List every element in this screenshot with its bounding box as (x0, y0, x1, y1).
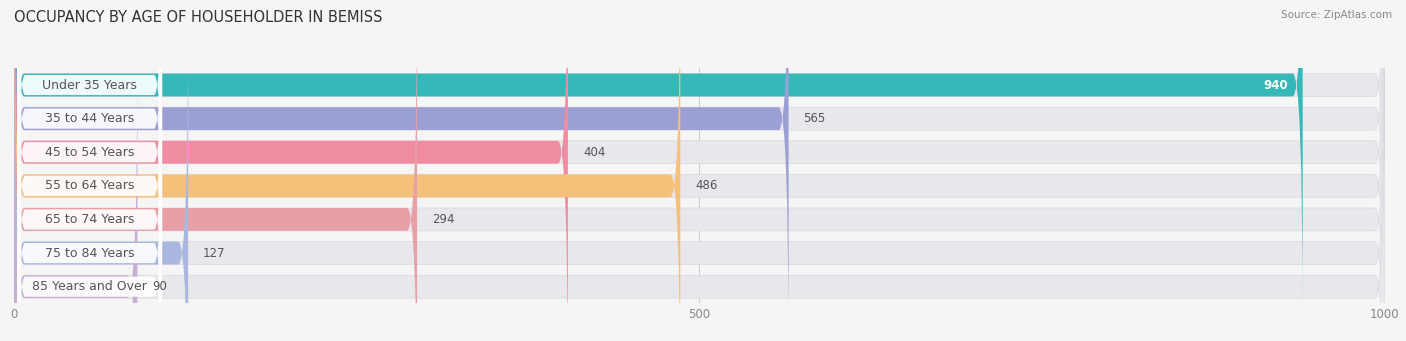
Text: 90: 90 (152, 280, 167, 293)
Text: 35 to 44 Years: 35 to 44 Years (45, 112, 134, 125)
FancyBboxPatch shape (14, 19, 188, 341)
FancyBboxPatch shape (14, 0, 1385, 341)
Text: 404: 404 (583, 146, 605, 159)
Text: 65 to 74 Years: 65 to 74 Years (45, 213, 134, 226)
Text: 940: 940 (1263, 78, 1288, 91)
FancyBboxPatch shape (14, 0, 1385, 341)
FancyBboxPatch shape (14, 0, 789, 341)
FancyBboxPatch shape (17, 0, 162, 271)
Text: 486: 486 (696, 179, 717, 192)
FancyBboxPatch shape (17, 0, 162, 341)
FancyBboxPatch shape (14, 0, 418, 341)
Text: 55 to 64 Years: 55 to 64 Years (45, 179, 134, 192)
FancyBboxPatch shape (17, 67, 162, 341)
FancyBboxPatch shape (14, 19, 1385, 341)
FancyBboxPatch shape (17, 0, 162, 338)
FancyBboxPatch shape (17, 33, 162, 341)
FancyBboxPatch shape (14, 0, 681, 341)
FancyBboxPatch shape (14, 53, 138, 341)
FancyBboxPatch shape (17, 0, 162, 305)
Text: 565: 565 (804, 112, 825, 125)
Text: 294: 294 (432, 213, 454, 226)
Text: 75 to 84 Years: 75 to 84 Years (45, 247, 135, 260)
FancyBboxPatch shape (14, 0, 1385, 341)
Text: 45 to 54 Years: 45 to 54 Years (45, 146, 134, 159)
Text: Source: ZipAtlas.com: Source: ZipAtlas.com (1281, 10, 1392, 20)
FancyBboxPatch shape (17, 101, 162, 341)
Text: 85 Years and Over: 85 Years and Over (32, 280, 148, 293)
FancyBboxPatch shape (14, 0, 1385, 319)
Text: OCCUPANCY BY AGE OF HOUSEHOLDER IN BEMISS: OCCUPANCY BY AGE OF HOUSEHOLDER IN BEMIS… (14, 10, 382, 25)
FancyBboxPatch shape (14, 0, 568, 341)
FancyBboxPatch shape (14, 0, 1385, 341)
FancyBboxPatch shape (14, 53, 1385, 341)
FancyBboxPatch shape (14, 0, 1303, 319)
Text: Under 35 Years: Under 35 Years (42, 78, 136, 91)
Text: 127: 127 (202, 247, 225, 260)
